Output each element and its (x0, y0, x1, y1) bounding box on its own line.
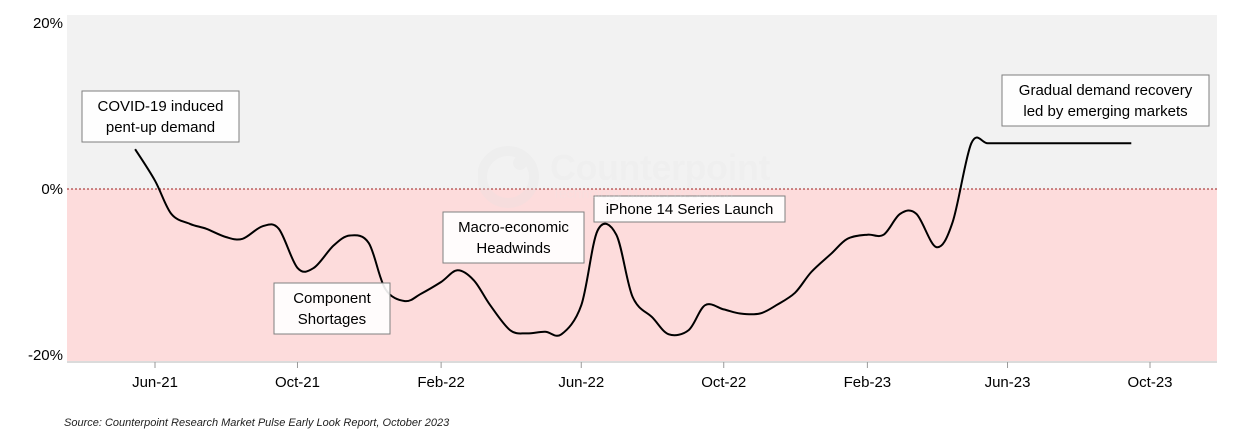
x-tick-label: Oct-21 (275, 374, 320, 391)
annotation-text: led by emerging markets (1023, 103, 1187, 120)
x-tick-label: Jun-23 (985, 374, 1031, 391)
annotation-text: Shortages (298, 311, 366, 328)
x-tick-label: Feb-23 (844, 374, 892, 391)
x-axis-ticks: Jun-21 Oct-21 Feb-22 Jun-22 Oct-22 Feb-23 Jun-… (132, 362, 1173, 391)
x-tick-label: Jun-21 (132, 374, 178, 391)
annotation-box (1001, 74, 1210, 127)
annotation-text: pent-up demand (106, 119, 215, 136)
x-tick-label: Feb-22 (417, 374, 465, 391)
annotation: Macro-economic Headwinds (442, 211, 585, 264)
data-series-line (134, 136, 1132, 337)
annotation-text: Gradual demand recovery (1019, 82, 1193, 99)
y-axis-tick-labels: 20% 0% -20% (28, 15, 63, 364)
annotation-text: Component (293, 290, 371, 307)
x-tick-label: Oct-23 (1127, 374, 1172, 391)
annotation-box (442, 211, 585, 264)
annotation-text: Headwinds (476, 240, 550, 257)
annotation: Component Shortages (273, 282, 391, 335)
annotation-text: Macro-economic (458, 219, 569, 236)
x-tick-label: Oct-22 (701, 374, 746, 391)
annotation: iPhone 14 Series Launch (593, 195, 786, 223)
source-note: Source: Counterpoint Research Market Pul… (64, 417, 450, 429)
annotation-text: iPhone 14 Series Launch (606, 201, 774, 218)
annotation: COVID-19 induced pent-up demand (81, 90, 240, 143)
y-tick-label: 20% (33, 15, 63, 32)
annotation-text: COVID-19 induced (98, 98, 224, 115)
annotation: Gradual demand recovery led by emerging m… (1001, 74, 1210, 127)
x-tick-label: Jun-22 (558, 374, 604, 391)
y-tick-label: -20% (28, 347, 63, 364)
y-tick-label: 0% (41, 181, 63, 198)
annotation-box (273, 282, 391, 335)
annotation-box (81, 90, 240, 143)
annotations: COVID-19 induced pent-up demand Component S… (81, 74, 1210, 335)
annotation-box (593, 195, 786, 223)
